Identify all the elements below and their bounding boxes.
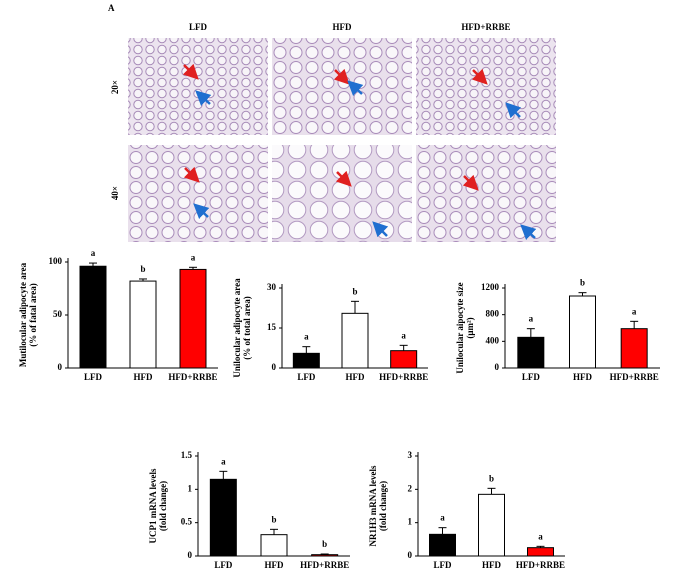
micrograph xyxy=(416,145,556,242)
significance-letter: a xyxy=(632,306,637,316)
column-label: LFD xyxy=(189,22,208,32)
significance-letter: a xyxy=(440,513,445,523)
y-tick-label: 50 xyxy=(53,309,63,319)
y-tick-label: 400 xyxy=(486,335,500,345)
x-tick-label: HFD+RRBE xyxy=(168,372,217,382)
bar xyxy=(79,265,107,369)
bar xyxy=(390,350,418,369)
x-tick-label: HFD xyxy=(134,372,153,382)
y-axis-label: UCP1 mRNA levels xyxy=(148,468,158,543)
x-tick-label: LFD xyxy=(297,372,316,382)
panel-label: A xyxy=(108,3,115,13)
x-tick-label: HFD xyxy=(346,372,365,382)
row-label: 20× xyxy=(110,80,120,94)
significance-letter: a xyxy=(221,456,226,466)
y-tick-label: 0 xyxy=(188,550,193,560)
y-tick-label: 1 xyxy=(188,483,193,493)
y-tick-label: 0 xyxy=(408,550,413,560)
y-axis-label: (% of total area) xyxy=(242,296,252,360)
y-axis-label: Mutilocular adipocyte area xyxy=(18,262,28,367)
micrograph xyxy=(272,38,412,135)
significance-letter: a xyxy=(538,531,543,541)
significance-letter: a xyxy=(91,248,96,258)
x-tick-label: LFD xyxy=(84,372,103,382)
micrograph xyxy=(128,38,268,135)
y-tick-label: 15 xyxy=(267,322,277,332)
x-tick-label: LFD xyxy=(434,560,453,570)
y-tick-label: 800 xyxy=(486,309,500,319)
y-axis-label: (fold change) xyxy=(158,481,168,531)
significance-letter: b xyxy=(580,278,585,288)
bar xyxy=(179,268,207,369)
y-axis-label: NR1H3 mRNA levels xyxy=(368,465,378,546)
column-label: HFD xyxy=(333,22,352,32)
significance-letter: a xyxy=(529,314,534,324)
y-tick-label: 0.5 xyxy=(181,517,193,527)
y-axis-label: (% of fatal area) xyxy=(28,283,38,347)
significance-letter: a xyxy=(401,330,406,340)
y-axis-label: Unilocular adipocyte area xyxy=(232,278,242,378)
y-axis-label: (fold change) xyxy=(378,481,388,531)
significance-letter: b xyxy=(271,514,276,524)
y-tick-label: 1200 xyxy=(481,282,500,292)
micrograph xyxy=(272,145,412,242)
significance-letter: a xyxy=(191,252,196,262)
bar xyxy=(311,554,339,557)
y-tick-label: 3 xyxy=(408,450,413,460)
x-tick-label: LFD xyxy=(522,372,541,382)
y-tick-label: 2 xyxy=(408,483,413,493)
significance-letter: b xyxy=(352,286,357,296)
bar xyxy=(429,533,456,557)
y-tick-label: 0 xyxy=(272,362,277,372)
x-tick-label: HFD+RRBE xyxy=(379,372,428,382)
significance-letter: b xyxy=(489,473,494,483)
x-tick-label: HFD xyxy=(573,372,592,382)
bar xyxy=(527,547,554,557)
bar xyxy=(292,352,320,369)
y-tick-label: 100 xyxy=(49,256,63,266)
bar xyxy=(209,478,237,557)
micrograph xyxy=(416,38,556,135)
significance-letter: b xyxy=(140,264,145,274)
y-axis-label: (μm²) xyxy=(465,317,475,338)
x-tick-label: HFD+RRBE xyxy=(516,560,565,570)
y-tick-label: 1.5 xyxy=(181,450,193,460)
significance-letter: a xyxy=(304,332,309,342)
x-tick-label: HFD+RRBE xyxy=(300,560,349,570)
x-tick-label: HFD+RRBE xyxy=(610,372,659,382)
bar xyxy=(517,336,545,369)
y-tick-label: 30 xyxy=(267,282,277,292)
y-axis-label: Unilocular aipocyte size xyxy=(455,282,465,373)
bar xyxy=(129,280,157,369)
bar xyxy=(620,328,648,369)
significance-letter: b xyxy=(322,539,327,549)
x-tick-label: HFD xyxy=(482,560,501,570)
bar xyxy=(341,312,369,369)
bar xyxy=(260,534,288,557)
row-label: 40× xyxy=(110,186,120,200)
y-tick-label: 0 xyxy=(58,362,63,372)
column-label: HFD+RRBE xyxy=(461,22,510,32)
x-tick-label: LFD xyxy=(214,560,233,570)
x-tick-label: HFD xyxy=(265,560,284,570)
micrograph xyxy=(128,145,268,242)
micrographs xyxy=(128,38,556,242)
arrows xyxy=(182,63,537,240)
y-tick-label: 0 xyxy=(495,362,500,372)
bar xyxy=(478,493,505,557)
bar xyxy=(569,295,596,369)
y-tick-label: 1 xyxy=(408,517,413,527)
